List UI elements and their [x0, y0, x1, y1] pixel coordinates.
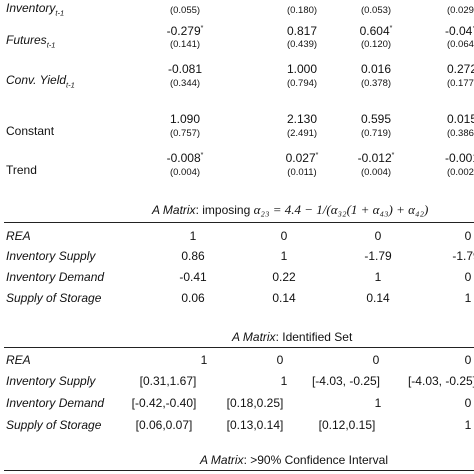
s2-cell: 0	[372, 353, 380, 367]
s2-cell: 1	[200, 353, 208, 367]
se-conv-yield-3: (0.378)	[360, 78, 392, 89]
se-constant-2: (2.491)	[286, 128, 318, 139]
coef-futures-3: 0.604*	[359, 24, 393, 38]
se-constant-1: (0.757)	[169, 128, 201, 139]
se-futures-1: (0.141)	[169, 39, 201, 50]
coef-futures-4: -0.047	[444, 24, 474, 38]
coef-constant-2: 2.130	[286, 112, 318, 126]
s1-cell: 1	[464, 291, 472, 305]
coef-conv-yield-4: 0.272	[446, 62, 474, 76]
coef-trend-1: -0.008*	[166, 151, 204, 165]
s2-cell: [0.31,1.67]	[139, 374, 197, 388]
se-constant-3: (0.719)	[360, 128, 392, 139]
significance-star: *	[391, 152, 395, 159]
s2-row-label-supply-of-storage: Supply of Storage	[6, 418, 102, 432]
se-inventory-1: (0.055)	[169, 5, 201, 16]
row-label-futures: Futurest-1	[6, 33, 56, 50]
s1-cell: 0	[374, 229, 382, 243]
s1-cell: -0.41	[179, 270, 207, 284]
s1-cell: 1	[280, 249, 288, 263]
significance-star: *	[200, 152, 204, 159]
s2-cell: [-0.42,-0.40]	[131, 396, 197, 410]
section-title-imposing: A Matrix: imposing α₂₃ = 4.4 − 1/(α₃₂(1 …	[152, 202, 429, 217]
row-label-inventory: Inventoryt-1	[6, 1, 65, 18]
s2-cell: 1	[464, 418, 472, 432]
s1-cell: 1	[374, 270, 382, 284]
se-trend-4: (0.002)	[446, 167, 474, 178]
se-constant-4: (0.386)	[446, 128, 474, 139]
s1-cell: -1.79	[452, 249, 474, 263]
se-conv-yield-2: (0.794)	[286, 78, 318, 89]
s2-row-label-rea: REA	[6, 353, 31, 367]
row-label-constant: Constant	[6, 124, 55, 138]
coef-trend-2: 0.027*	[285, 151, 319, 165]
significance-star: *	[200, 25, 204, 32]
significance-star: *	[315, 152, 319, 159]
se-trend-3: (0.004)	[360, 167, 392, 178]
s1-cell: 0.06	[181, 291, 205, 305]
coef-futures-1: -0.279*	[166, 24, 204, 38]
row-label-trend: Trend	[6, 163, 37, 177]
se-futures-4: (0.064)	[446, 39, 474, 50]
s1-cell: 0.14	[366, 291, 390, 305]
s1-cell: 1	[189, 229, 197, 243]
s2-cell: 0	[276, 353, 284, 367]
s2-cell: [-4.03, -0.25]	[311, 374, 381, 388]
coef-futures-2: 0.817	[286, 24, 318, 38]
coef-conv-yield-3: 0.016	[360, 62, 392, 76]
s1-row-label-inventory-supply: Inventory Supply	[6, 249, 96, 263]
constraint-formula: α₂₃ = 4.4 − 1/(α₃₂(1 + α₄₃) + α₄₂)	[253, 202, 429, 217]
se-conv-yield-1: (0.344)	[169, 78, 201, 89]
s2-row-label-inventory-supply: Inventory Supply	[6, 374, 96, 388]
row-label-conv-yield: Conv. Yieldt-1	[6, 73, 75, 90]
coef-constant-4: 0.015	[446, 112, 474, 126]
coef-conv-yield-2: 1.000	[286, 62, 318, 76]
s2-cell: [0.06,0.07]	[135, 418, 193, 432]
se-futures-2: (0.439)	[286, 39, 318, 50]
s1-cell: 0	[464, 270, 472, 284]
se-trend-1: (0.004)	[169, 167, 201, 178]
s2-cell: [-4.03, -0.25]	[407, 374, 474, 388]
se-conv-yield-4: (0.177)	[446, 78, 474, 89]
section3-rule	[4, 470, 474, 471]
s2-row-label-inventory-demand: Inventory Demand	[6, 396, 105, 410]
s2-cell: [0.12,0.15]	[318, 418, 376, 432]
significance-star: *	[389, 25, 393, 32]
s1-cell: 0	[280, 229, 288, 243]
section-title-confidence-interval: A Matrix: >90% Confidence Interval	[200, 453, 388, 467]
s2-cell: [0.18,0.25]	[226, 396, 284, 410]
s1-cell: 0	[464, 229, 472, 243]
se-trend-2: (0.011)	[287, 167, 317, 178]
s1-cell: 0.22	[272, 270, 296, 284]
s1-row-label-supply-of-storage: Supply of Storage	[6, 291, 102, 305]
s2-cell: 0	[464, 353, 472, 367]
s2-cell: 0	[464, 396, 472, 410]
s1-cell: -1.79	[364, 249, 392, 263]
section2-rule	[4, 347, 474, 348]
coef-constant-1: 1.090	[169, 112, 201, 126]
s2-cell: 1	[374, 396, 382, 410]
coef-trend-4: -0.001	[444, 151, 474, 165]
coef-trend-3: -0.012*	[357, 151, 395, 165]
section1-rule	[4, 222, 474, 223]
s2-cell: [0.13,0.14]	[226, 418, 284, 432]
se-futures-3: (0.120)	[360, 39, 392, 50]
s1-cell: 0.86	[181, 249, 205, 263]
section-title-identified-set: A Matrix: Identified Set	[232, 330, 353, 344]
coef-constant-3: 0.595	[360, 112, 392, 126]
se-inventory-2: (0.180)	[286, 5, 318, 16]
se-inventory-3: (0.053)	[360, 5, 392, 16]
s1-cell: 0.14	[272, 291, 296, 305]
s1-row-label-rea: REA	[6, 229, 31, 243]
se-inventory-4: (0.029)	[446, 5, 474, 16]
s1-row-label-inventory-demand: Inventory Demand	[6, 270, 105, 284]
s2-cell: 1	[280, 374, 288, 388]
coef-conv-yield-1: -0.081	[167, 62, 203, 76]
